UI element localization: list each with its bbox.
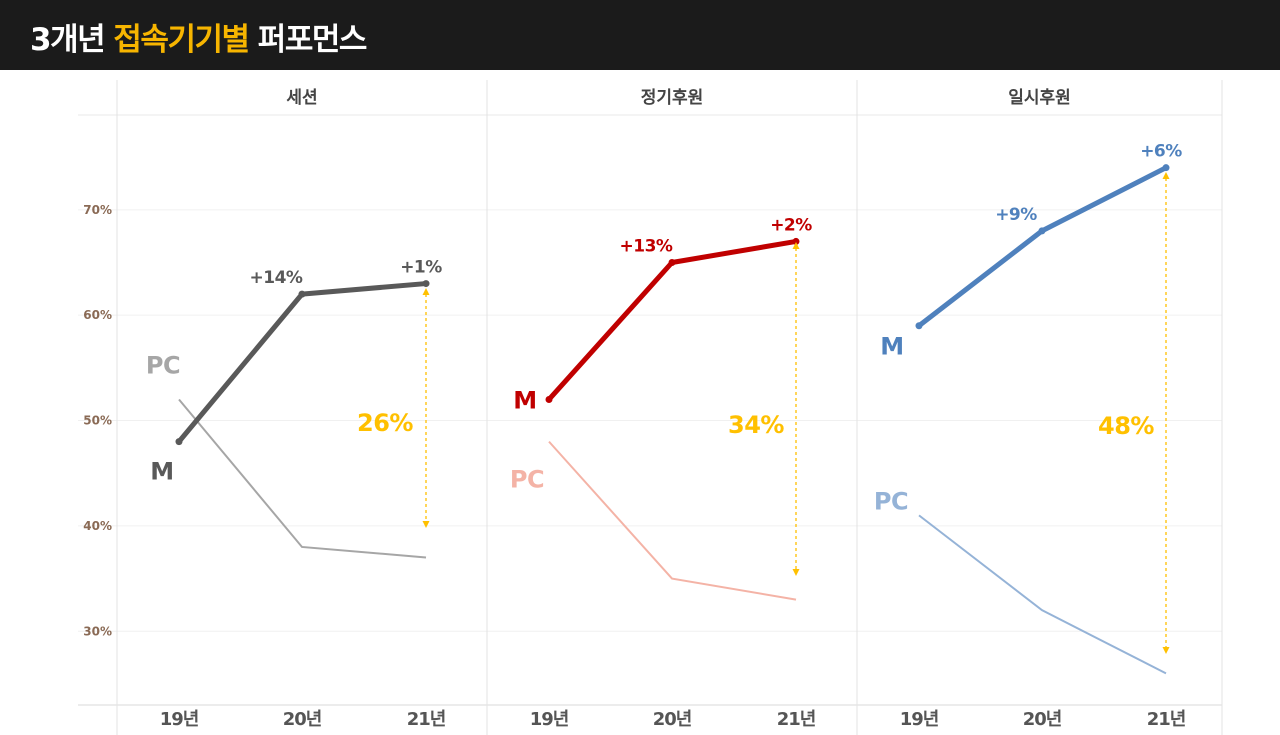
m-series-label: M (880, 333, 903, 361)
gap-label: 34% (728, 411, 784, 439)
page-title-post: 퍼포먼스 (248, 22, 368, 58)
pc-series-label: PC (510, 466, 544, 494)
panel-title-3: 일시후원 (1008, 87, 1071, 108)
m-series-label: M (513, 386, 536, 414)
pc-series-line (178, 398, 427, 559)
growth-label: +2% (770, 215, 812, 235)
y-tick-label: 50% (83, 414, 112, 428)
panel-title-2: 정기후원 (641, 87, 704, 108)
m-data-point (175, 438, 183, 446)
growth-label: +14% (250, 268, 303, 288)
growth-label: +9% (995, 205, 1037, 225)
x-tick-label: 20년 (283, 709, 322, 730)
m-data-point (545, 395, 553, 403)
page-title-highlight: 접속기기별 (113, 22, 250, 58)
panel-title-1: 세션 (286, 88, 317, 108)
growth-label: +13% (620, 237, 673, 257)
performance-chart: 70% 60% 50% 40% 30% 세션 19년 20년 21년 M PC +14% +1% 26% 정… (78, 80, 1223, 735)
m-series-label: M (150, 458, 173, 486)
x-tick-label: 20년 (1023, 709, 1062, 730)
m-data-point (668, 259, 676, 266)
y-tick-label: 60% (83, 308, 112, 322)
y-tick-label: 30% (83, 624, 112, 638)
m-data-point (298, 290, 306, 298)
m-series-line (916, 165, 1169, 329)
pc-series-line (548, 440, 797, 601)
header-bar: 3개년 접속기기별 퍼포먼스 (0, 0, 1280, 70)
m-data-point (915, 322, 923, 330)
x-tick-label: 19년 (900, 709, 939, 730)
gap-arrow-head-down (792, 569, 800, 576)
gap-arrow-head-up (792, 242, 800, 249)
page-title: 3개년 접속기기별 퍼포먼스 (30, 14, 368, 59)
m-data-point (1162, 164, 1170, 172)
x-tick-label: 21년 (1147, 709, 1186, 730)
pc-series-label: PC (874, 487, 908, 515)
y-tick-label: 40% (83, 519, 112, 533)
gap-label: 48% (1098, 412, 1154, 440)
m-data-point (792, 237, 800, 245)
gap-arrow-head-down (422, 521, 430, 528)
y-tick-label: 70% (83, 203, 112, 217)
gap-arrow-head-up (422, 288, 430, 295)
m-data-point (1038, 227, 1046, 235)
growth-label: +1% (400, 258, 442, 278)
m-data-point (422, 280, 430, 288)
x-tick-label: 19년 (530, 709, 569, 730)
gap-arrow-head-down (1162, 647, 1170, 654)
x-tick-label: 20년 (653, 709, 692, 730)
growth-label: +6% (1140, 142, 1182, 162)
pc-series-label: PC (146, 351, 180, 379)
page-title-pre: 3개년 (30, 22, 114, 58)
x-tick-label: 19년 (160, 709, 199, 730)
x-tick-label: 21년 (777, 709, 816, 730)
gap-label: 26% (357, 409, 413, 437)
pc-series-line (918, 514, 1167, 675)
x-tick-label: 21년 (407, 709, 446, 730)
gap-arrow-head-up (1162, 172, 1170, 179)
